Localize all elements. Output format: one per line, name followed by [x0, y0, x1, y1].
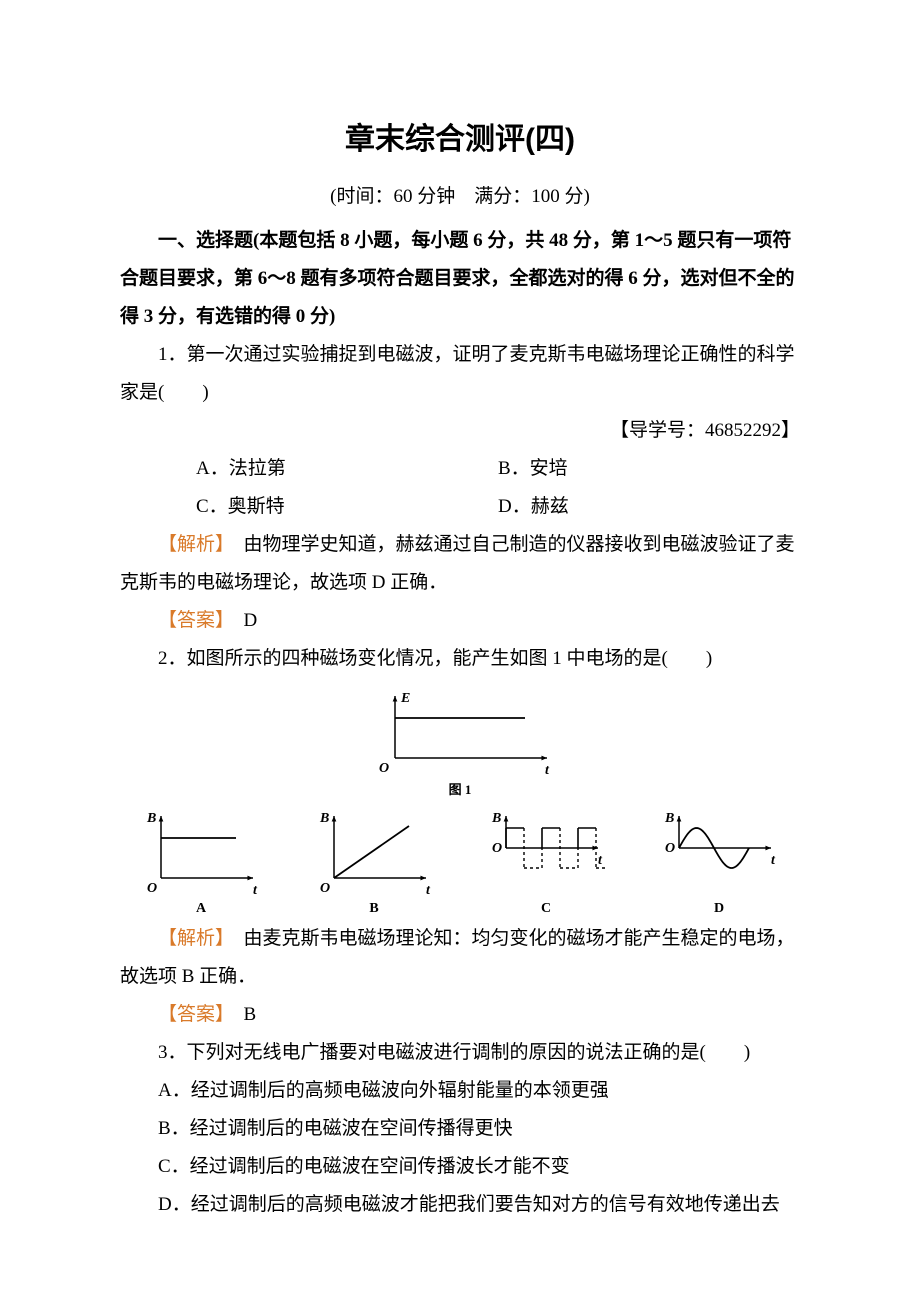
- figA-chart: Bt O A: [141, 808, 261, 920]
- q3-optA: A．经过调制后的高频电磁波向外辐射能量的本领更强: [120, 1072, 800, 1110]
- analysis-label: 【解析】: [158, 534, 225, 555]
- svg-text:t: t: [426, 883, 431, 898]
- svg-text:A: A: [196, 901, 207, 916]
- svg-text:O: O: [665, 841, 675, 856]
- svg-text:B: B: [369, 901, 378, 916]
- q1-guide: 【导学号：46852292】: [120, 412, 800, 450]
- q1-optB: B．安培: [498, 450, 800, 488]
- q2-answer: 【答案】 B: [120, 996, 800, 1034]
- q1-optA: A．法拉第: [196, 450, 498, 488]
- svg-text:O: O: [379, 761, 389, 776]
- svg-text:B: B: [146, 811, 156, 826]
- q1-options: A．法拉第 B．安培 C．奥斯特 D．赫兹: [120, 450, 800, 526]
- svg-text:B: B: [491, 811, 501, 826]
- svg-text:O: O: [147, 881, 157, 896]
- svg-text:B: B: [664, 811, 674, 826]
- figD-chart: Bt O D: [659, 808, 779, 920]
- svg-text:t: t: [253, 883, 258, 898]
- page-subtitle: (时间：60 分钟 满分：100 分): [120, 178, 800, 216]
- analysis-label: 【解析】: [158, 928, 225, 949]
- answer-label: 【答案】: [158, 1004, 225, 1025]
- svg-text:t: t: [598, 853, 603, 868]
- q2-analysis: 【解析】 由麦克斯韦电磁场理论知：均匀变化的磁场才能产生稳定的电场，故选项 B …: [120, 920, 800, 996]
- svg-text:t: t: [545, 763, 550, 778]
- page-title: 章末综合测评(四): [120, 110, 800, 170]
- q1-stem: 1．第一次通过实验捕捉到电磁波，证明了麦克斯韦电磁场理论正确性的科学家是( ): [120, 336, 800, 412]
- q1-optD: D．赫兹: [498, 488, 800, 526]
- svg-text:D: D: [714, 901, 724, 916]
- svg-text:t: t: [771, 853, 776, 868]
- q2-stem: 2．如图所示的四种磁场变化情况，能产生如图 1 中电场的是( ): [120, 640, 800, 678]
- q1-optC: C．奥斯特: [196, 488, 498, 526]
- q3-optD: D．经过调制后的高频电磁波才能把我们要告知对方的信号有效地传递出去: [120, 1186, 800, 1224]
- q2-figure1: Et O 图 1: [120, 688, 800, 802]
- q2-subfigs: BtOA BtOB BtOC BtOD: [120, 808, 800, 920]
- answer-label: 【答案】: [158, 610, 225, 631]
- page: 章末综合测评(四) (时间：60 分钟 满分：100 分) 一、选择题(本题包括…: [0, 0, 920, 1304]
- q3-optB: B．经过调制后的电磁波在空间传播得更快: [120, 1110, 800, 1148]
- q2-answer-text: B: [225, 1004, 257, 1025]
- q3-optC: C．经过调制后的电磁波在空间传播波长才能不变: [120, 1148, 800, 1186]
- figB-chart: Bt O B: [314, 808, 434, 920]
- svg-text:E: E: [400, 691, 410, 706]
- figC-chart: Bt O C: [486, 808, 606, 920]
- q1-answer: 【答案】 D: [120, 602, 800, 640]
- svg-text:C: C: [541, 901, 551, 916]
- svg-text:图 1: 图 1: [449, 782, 472, 797]
- section-heading: 一、选择题(本题包括 8 小题，每小题 6 分，共 48 分，第 1～5 题只有…: [120, 222, 800, 336]
- q3-stem: 3．下列对无线电广播要对电磁波进行调制的原因的说法正确的是( ): [120, 1034, 800, 1072]
- fig1-chart: Et O 图 1: [365, 688, 555, 802]
- svg-text:B: B: [319, 811, 329, 826]
- q1-analysis: 【解析】 由物理学史知道，赫兹通过自己制造的仪器接收到电磁波验证了麦克斯韦的电磁…: [120, 526, 800, 602]
- svg-text:O: O: [492, 841, 502, 856]
- q1-answer-text: D: [225, 610, 258, 631]
- svg-text:O: O: [320, 881, 330, 896]
